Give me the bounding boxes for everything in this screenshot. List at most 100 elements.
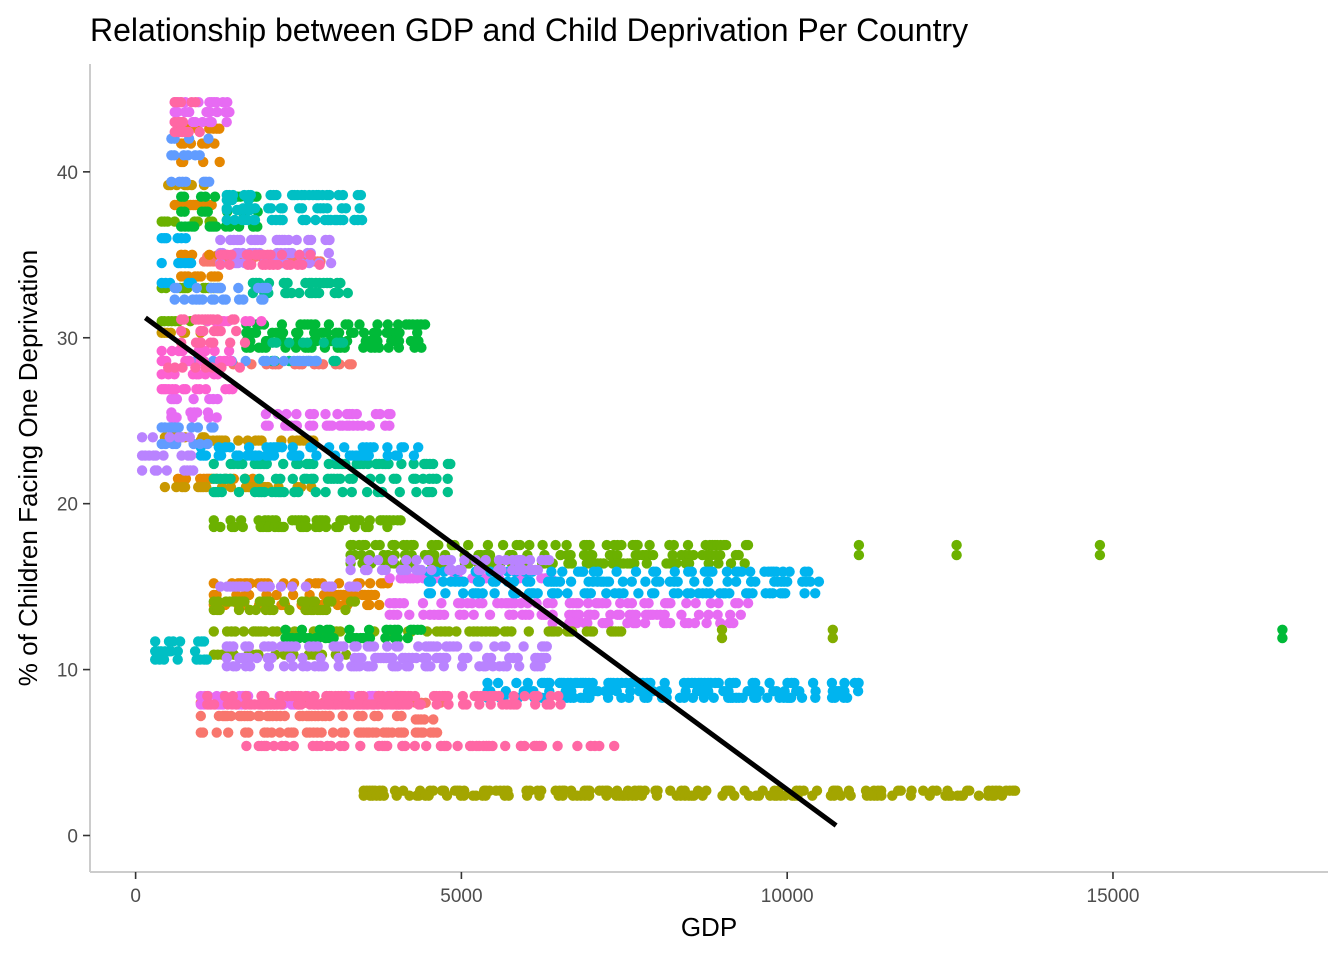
data-point (302, 661, 313, 672)
points-layer (136, 97, 1288, 801)
data-point (392, 632, 403, 644)
data-point (287, 589, 299, 601)
series-7 (176, 191, 1288, 644)
data-point (286, 287, 297, 299)
data-point (356, 214, 368, 226)
data-point (601, 539, 612, 551)
data-point (296, 624, 308, 635)
data-point (649, 588, 660, 599)
data-point (584, 692, 595, 703)
data-point (178, 314, 190, 325)
data-point (310, 214, 321, 226)
y-axis-title: % of Children Facing One Deprivation (13, 250, 43, 686)
data-point (357, 420, 368, 431)
data-point (441, 652, 452, 664)
data-point (382, 450, 393, 461)
data-point (485, 652, 497, 664)
data-point (208, 458, 219, 470)
data-point (261, 355, 272, 367)
data-point (357, 710, 368, 722)
data-point (204, 176, 215, 187)
data-point (375, 473, 386, 484)
data-point (161, 233, 172, 244)
data-point (294, 249, 305, 260)
data-point (258, 294, 269, 305)
data-point (389, 539, 400, 551)
data-point (550, 539, 561, 551)
data-point (194, 126, 205, 138)
data-point (780, 588, 791, 599)
data-point (297, 652, 308, 664)
data-point (951, 539, 962, 551)
data-point (623, 692, 635, 703)
data-point (314, 624, 325, 635)
data-point (352, 699, 363, 710)
data-point (244, 661, 256, 672)
data-point (489, 641, 500, 652)
data-point (213, 596, 224, 607)
data-point (206, 116, 217, 128)
data-point (419, 714, 430, 725)
data-point (229, 214, 240, 226)
data-point (446, 564, 457, 576)
data-point (518, 641, 529, 652)
data-point (323, 247, 334, 259)
data-point (227, 690, 238, 702)
data-point (330, 355, 342, 367)
data-point (309, 327, 320, 338)
data-point (552, 588, 563, 599)
data-point (616, 539, 627, 551)
data-point (589, 609, 600, 620)
data-point (324, 690, 335, 702)
data-point (693, 609, 705, 620)
data-point (197, 294, 208, 305)
data-point (743, 790, 755, 801)
data-point (385, 408, 396, 420)
data-point (395, 515, 406, 526)
data-point (227, 189, 239, 201)
data-point (283, 234, 294, 246)
data-point (487, 740, 498, 752)
data-point (547, 598, 558, 609)
data-point (305, 234, 317, 246)
data-point (715, 549, 726, 561)
data-point (636, 790, 647, 801)
data-point (333, 661, 344, 672)
data-point (485, 699, 496, 710)
data-point (335, 626, 346, 637)
series-14 (163, 97, 620, 752)
data-point (195, 710, 206, 722)
data-point (458, 609, 470, 620)
data-point (705, 588, 716, 599)
data-point (708, 692, 719, 703)
data-point (508, 690, 519, 702)
data-point (725, 609, 736, 620)
data-point (733, 598, 744, 609)
data-point (190, 362, 201, 373)
data-point (230, 626, 241, 637)
data-point (895, 785, 906, 796)
data-point (924, 790, 935, 801)
data-point (373, 690, 384, 702)
data-point (1094, 549, 1106, 561)
data-point (182, 150, 194, 161)
data-point (474, 576, 486, 587)
data-point (644, 539, 655, 551)
y-tick-label: 20 (57, 495, 78, 516)
data-point (374, 539, 385, 551)
data-point (616, 692, 627, 703)
data-point (189, 646, 201, 657)
data-point (275, 699, 287, 710)
data-point (223, 345, 235, 357)
data-point (324, 189, 335, 201)
data-point (845, 790, 856, 801)
data-point (215, 521, 226, 533)
data-point (690, 598, 701, 609)
data-point (905, 790, 916, 801)
data-point (243, 727, 254, 738)
data-point (211, 727, 222, 738)
data-point (271, 337, 282, 348)
data-point (276, 249, 288, 260)
data-point (248, 214, 259, 226)
data-point (829, 692, 841, 703)
